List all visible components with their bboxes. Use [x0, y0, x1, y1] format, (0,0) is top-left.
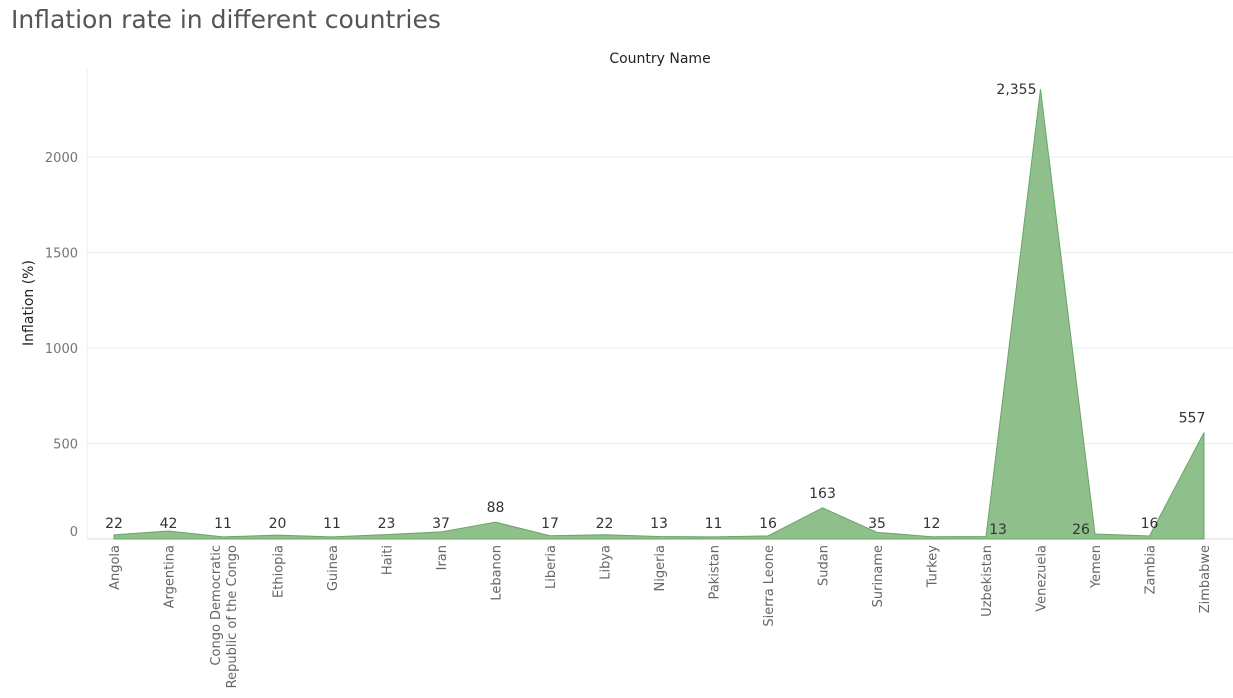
- data-label: 42: [160, 516, 178, 532]
- data-label: 17: [541, 516, 559, 532]
- svg-text:Sudan: Sudan: [817, 545, 832, 586]
- x-category-label: Zambia: [1144, 545, 1159, 594]
- y-tick-label: 1000: [45, 342, 78, 357]
- data-label: 26: [1072, 522, 1090, 538]
- data-labels: 22 42 11 20 11 23 37 88 17 22 13 11 16 163 35 12 13 2,355…: [105, 82, 1205, 538]
- data-label: 11: [705, 516, 723, 532]
- svg-text:Yemen: Yemen: [1089, 545, 1104, 589]
- area-point: [331, 535, 334, 538]
- y-axis-title: Inflation (%): [21, 260, 37, 346]
- x-category-label: Guinea: [326, 545, 341, 591]
- svg-text:Venezuela: Venezuela: [1035, 545, 1050, 612]
- data-label: 23: [378, 516, 396, 532]
- x-category-label: Iran: [435, 545, 450, 570]
- svg-text:Iran: Iran: [435, 545, 450, 570]
- svg-text:Turkey: Turkey: [926, 545, 941, 589]
- svg-text:Liberia: Liberia: [544, 545, 559, 589]
- x-category-label: Turkey: [926, 545, 941, 589]
- svg-text:Lebanon: Lebanon: [490, 545, 505, 601]
- svg-text:Libya: Libya: [599, 545, 614, 580]
- x-category-label: Sierra Leone: [762, 545, 777, 627]
- svg-text:Suriname: Suriname: [871, 545, 886, 607]
- data-label: 16: [759, 516, 777, 532]
- data-label: 11: [214, 516, 232, 532]
- data-label: 20: [269, 516, 287, 532]
- area-point: [985, 535, 988, 538]
- x-category-label: Ethiopia: [272, 545, 287, 598]
- svg-text:Pakistan: Pakistan: [708, 545, 723, 599]
- area-point: [113, 533, 116, 536]
- svg-text:Argentina: Argentina: [163, 545, 178, 608]
- svg-text:Nigeria: Nigeria: [653, 545, 668, 592]
- data-label: 12: [923, 516, 941, 532]
- area-series: [113, 88, 1206, 540]
- svg-text:Guinea: Guinea: [326, 545, 341, 591]
- x-category-label: Uzbekistan: [980, 545, 995, 617]
- area-point: [821, 506, 824, 509]
- svg-text:Uzbekistan: Uzbekistan: [980, 545, 995, 617]
- svg-text:Haiti: Haiti: [381, 545, 396, 575]
- data-label: 37: [432, 516, 450, 532]
- area-point: [276, 534, 279, 537]
- svg-text:Angola: Angola: [108, 545, 123, 590]
- y-tick-label: 2000: [45, 151, 78, 166]
- area-point: [658, 535, 661, 538]
- area-point: [1094, 533, 1097, 536]
- x-category-label: Venezuela: [1035, 545, 1050, 612]
- area-point: [1039, 88, 1042, 91]
- data-label: 22: [105, 516, 123, 532]
- area-point: [1148, 534, 1151, 537]
- y-tick-label: 1500: [45, 247, 78, 262]
- area-point: [1203, 431, 1206, 434]
- area-point: [930, 535, 933, 538]
- chart-title: Inflation rate in different countries: [11, 5, 441, 34]
- area-fill: [113, 89, 1205, 540]
- x-axis-title: Country Name: [609, 51, 710, 67]
- area-point: [603, 533, 606, 536]
- data-label: 2,355: [996, 82, 1036, 98]
- x-category-label: Libya: [599, 545, 614, 580]
- svg-text:Congo Democratic: Congo Democratic: [209, 545, 224, 666]
- data-label: 11: [323, 516, 341, 532]
- x-category-label: Congo Democratic Republic of the Congo: [209, 545, 240, 688]
- x-axis-categories: Angola Argentina Congo Democratic Republic …: [108, 545, 1213, 689]
- area-point: [222, 535, 225, 538]
- svg-text:Ethiopia: Ethiopia: [272, 545, 287, 598]
- y-tick-label: 0: [70, 525, 78, 540]
- x-category-label: Zimbabwe: [1198, 545, 1213, 613]
- data-label: 35: [868, 516, 886, 532]
- x-category-label: Argentina: [163, 545, 178, 608]
- data-label: 13: [650, 516, 668, 532]
- data-label: 13: [989, 522, 1007, 538]
- data-label: 22: [596, 516, 614, 532]
- x-category-label: Nigeria: [653, 545, 668, 592]
- x-category-label: Pakistan: [708, 545, 723, 599]
- area-point: [767, 534, 770, 537]
- x-category-label: Angola: [108, 545, 123, 590]
- data-label: 557: [1179, 411, 1206, 427]
- area-point: [549, 534, 552, 537]
- area-point: [494, 521, 497, 524]
- data-label: 163: [809, 486, 836, 502]
- area-point: [712, 535, 715, 538]
- y-tick-label: 500: [53, 438, 78, 453]
- area-point: [385, 533, 388, 536]
- x-category-label: Liberia: [544, 545, 559, 589]
- svg-text:Republic of the Congo: Republic of the Congo: [225, 545, 240, 688]
- svg-text:Sierra Leone: Sierra Leone: [762, 545, 777, 627]
- x-category-label: Lebanon: [490, 545, 505, 601]
- x-category-label: Haiti: [381, 545, 396, 575]
- x-category-label: Yemen: [1089, 545, 1104, 589]
- y-axis-ticks: 0 500 1000 1500 2000: [45, 151, 78, 540]
- svg-text:Zambia: Zambia: [1144, 545, 1159, 594]
- data-label: 16: [1141, 516, 1159, 532]
- data-label: 88: [487, 500, 505, 516]
- svg-text:Zimbabwe: Zimbabwe: [1198, 545, 1213, 613]
- x-category-label: Sudan: [817, 545, 832, 586]
- x-category-label: Suriname: [871, 545, 886, 607]
